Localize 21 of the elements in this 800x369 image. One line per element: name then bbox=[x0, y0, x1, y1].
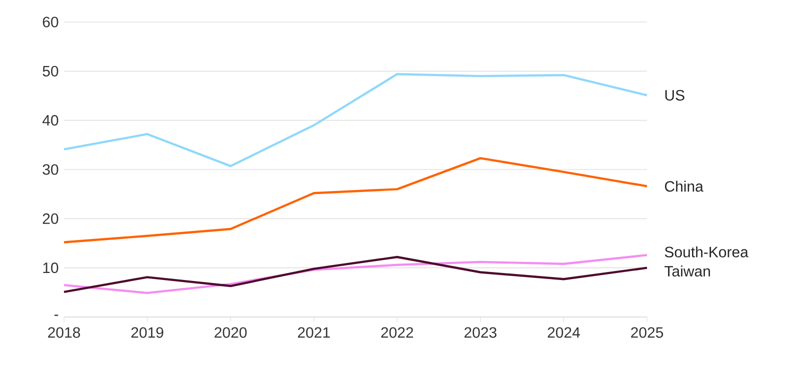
x-tick-label: 2020 bbox=[214, 327, 247, 338]
y-tick-label: 60 bbox=[42, 16, 58, 28]
y-tick-label: 10 bbox=[43, 262, 58, 274]
x-tick-label: 2018 bbox=[48, 327, 80, 338]
y-tick-label: 50 bbox=[42, 66, 58, 76]
series-label: South-Korea bbox=[664, 246, 748, 258]
series-label: China bbox=[664, 180, 704, 192]
series-label: Taiwan bbox=[664, 266, 710, 277]
x-tick-label: 2019 bbox=[131, 327, 164, 338]
x-tick-label: 2025 bbox=[631, 327, 664, 338]
x-tick-label: 2023 bbox=[464, 327, 496, 338]
y-tick-label: 20 bbox=[42, 213, 58, 224]
x-tick-label: 2022 bbox=[381, 327, 414, 338]
series-label: US bbox=[665, 90, 684, 101]
y-tick-label: 40 bbox=[42, 115, 58, 126]
y-tick-label: - bbox=[54, 314, 58, 316]
x-tick-label: 2024 bbox=[548, 327, 580, 338]
x-tick-label: 2021 bbox=[298, 327, 330, 338]
line-series bbox=[62, 157, 648, 244]
line-series bbox=[62, 73, 648, 168]
y-tick-label: 30 bbox=[42, 164, 58, 175]
